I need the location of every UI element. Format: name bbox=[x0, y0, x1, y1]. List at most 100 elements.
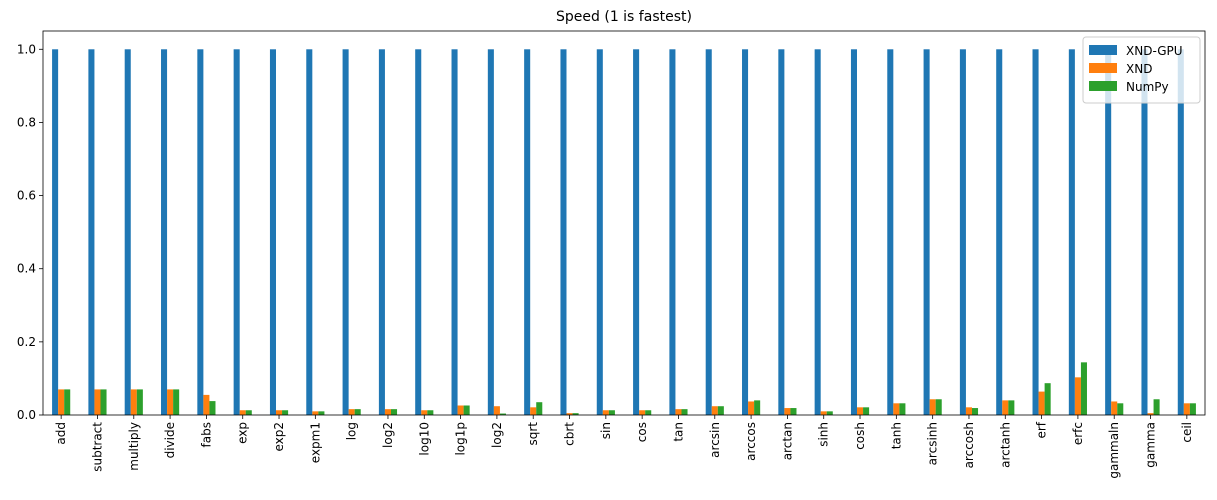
bar bbox=[1153, 399, 1160, 415]
x-tick-label: arcsin bbox=[708, 422, 722, 458]
legend-swatch bbox=[1089, 45, 1117, 55]
x-tick-label: erfc bbox=[1071, 422, 1085, 445]
x-tick-label: arcsinh bbox=[926, 422, 940, 465]
bar bbox=[971, 408, 979, 415]
bar bbox=[790, 408, 797, 415]
bar bbox=[1111, 401, 1118, 415]
y-tick-label: 1.0 bbox=[17, 42, 36, 56]
legend: XND-GPU XND NumPy bbox=[1082, 36, 1201, 104]
bar bbox=[1038, 391, 1045, 415]
series-0 bbox=[52, 49, 1184, 415]
x-tick-label: add bbox=[54, 422, 68, 445]
bar bbox=[1008, 400, 1015, 415]
bar bbox=[923, 49, 930, 415]
bar bbox=[959, 49, 966, 415]
x-tick-label: log bbox=[345, 422, 359, 440]
bar bbox=[427, 410, 434, 415]
bar bbox=[493, 406, 500, 415]
x-tick-label: sin bbox=[599, 422, 613, 439]
bar bbox=[1117, 403, 1124, 415]
bar bbox=[996, 49, 1003, 415]
x-tick-label: gamma bbox=[1144, 422, 1158, 468]
x-tick-label: subtract bbox=[90, 422, 104, 472]
bar bbox=[1141, 49, 1148, 415]
bar bbox=[754, 400, 761, 415]
bar bbox=[784, 408, 791, 415]
legend-label: XND bbox=[1126, 62, 1152, 76]
bar bbox=[306, 49, 313, 415]
bar bbox=[457, 405, 464, 415]
bar bbox=[639, 410, 646, 415]
bar bbox=[669, 49, 676, 415]
x-tick-label: multiply bbox=[127, 422, 141, 471]
bar bbox=[899, 403, 906, 415]
bar bbox=[94, 389, 101, 415]
legend-swatch bbox=[1089, 81, 1117, 91]
bar bbox=[378, 49, 385, 415]
x-tick-label: arctanh bbox=[998, 422, 1012, 468]
bar bbox=[499, 413, 506, 415]
x-tick-label: tanh bbox=[889, 422, 903, 449]
bar bbox=[239, 410, 246, 415]
bar bbox=[826, 411, 833, 415]
x-tick-label: sqrt bbox=[526, 422, 540, 446]
x-tick-label: exp bbox=[236, 422, 250, 444]
x-tick-label: arctan bbox=[780, 422, 794, 460]
x-tick-label: erf bbox=[1035, 421, 1049, 438]
bar bbox=[602, 410, 609, 415]
x-tick-label: tan bbox=[671, 422, 685, 442]
bar bbox=[52, 49, 59, 415]
series-1 bbox=[58, 377, 1190, 415]
bar bbox=[209, 401, 216, 415]
x-tick-label: cbrt bbox=[563, 422, 577, 446]
bar bbox=[814, 49, 821, 415]
bar bbox=[711, 406, 718, 415]
bar bbox=[421, 410, 428, 415]
bar bbox=[276, 410, 283, 415]
bar bbox=[487, 49, 494, 415]
bar bbox=[1032, 49, 1039, 415]
bar bbox=[935, 399, 942, 415]
x-tick-label: exp2 bbox=[272, 422, 286, 452]
series-2 bbox=[64, 362, 1196, 415]
x-tick-label: cosh bbox=[853, 422, 867, 450]
legend-label: XND-GPU bbox=[1126, 44, 1183, 58]
x-tick-label: log2 bbox=[381, 422, 395, 448]
bar bbox=[203, 394, 210, 415]
bar bbox=[88, 49, 95, 415]
bar bbox=[384, 409, 391, 415]
bar bbox=[566, 413, 573, 415]
bar bbox=[675, 409, 682, 415]
bar bbox=[965, 407, 972, 415]
bar bbox=[742, 49, 749, 415]
bar bbox=[136, 389, 143, 415]
bar bbox=[857, 407, 864, 415]
bar bbox=[233, 49, 240, 415]
bar bbox=[705, 49, 712, 415]
bar bbox=[748, 401, 755, 415]
bar bbox=[887, 49, 894, 415]
bar bbox=[863, 407, 870, 415]
bar bbox=[850, 49, 857, 415]
bar bbox=[1002, 400, 1009, 415]
bar bbox=[1068, 49, 1075, 415]
y-tick-label: 0.4 bbox=[17, 262, 36, 276]
bar bbox=[390, 409, 398, 415]
bar bbox=[572, 413, 579, 415]
bar bbox=[463, 405, 470, 415]
bar bbox=[167, 389, 174, 415]
chart-title: Speed (1 is fastest) bbox=[556, 9, 692, 25]
bar bbox=[893, 403, 900, 415]
bar bbox=[124, 49, 131, 415]
bar bbox=[342, 49, 349, 415]
x-tick-label: arccos bbox=[744, 422, 758, 461]
bar bbox=[130, 389, 137, 415]
bar bbox=[633, 49, 640, 415]
bar bbox=[451, 49, 458, 415]
bar bbox=[681, 409, 688, 415]
y-tick-label: 0.2 bbox=[17, 335, 36, 349]
bar bbox=[820, 411, 827, 415]
bar bbox=[269, 49, 276, 415]
